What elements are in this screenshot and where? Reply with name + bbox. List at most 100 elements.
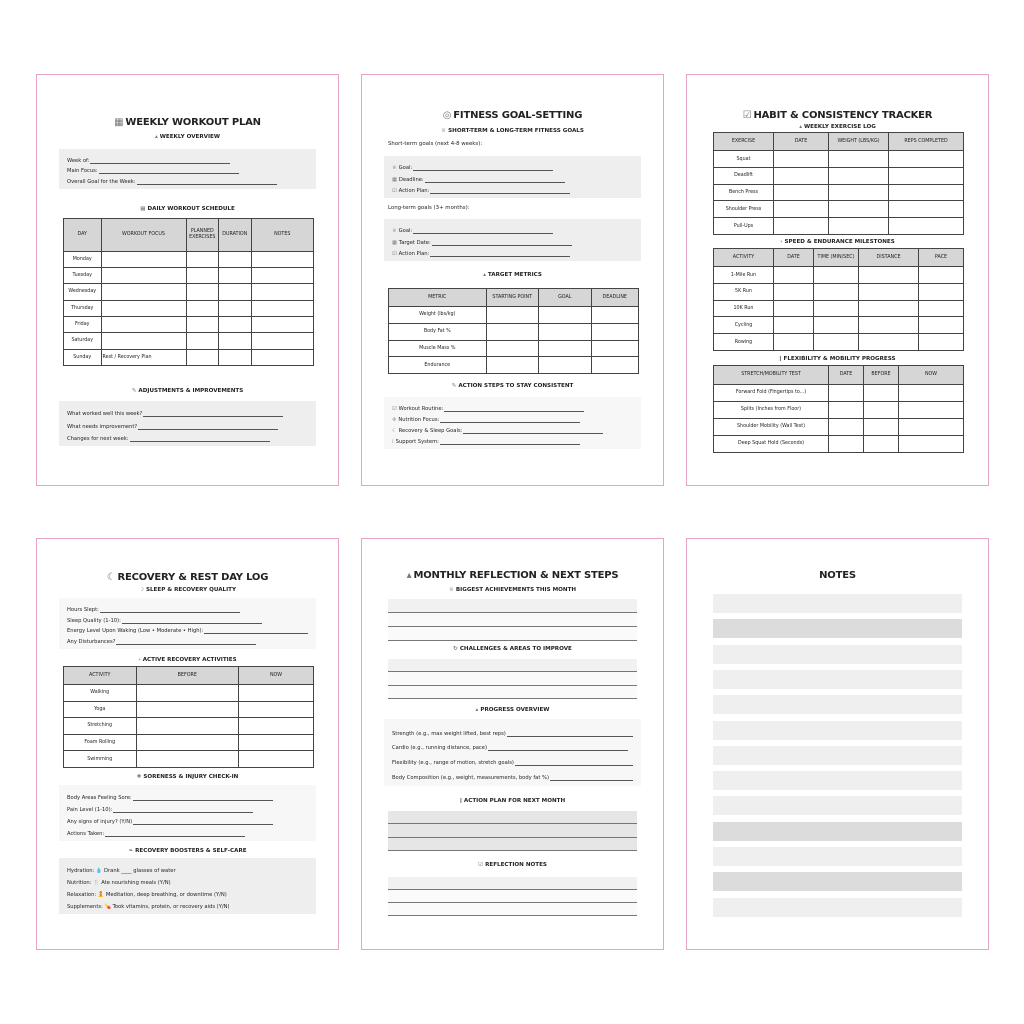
table-cell[interactable] (100, 315, 187, 334)
table-cell[interactable] (250, 250, 314, 268)
table-cell[interactable] (590, 306, 639, 324)
table-cell[interactable] (888, 166, 964, 185)
table-cell[interactable] (863, 434, 899, 454)
table-cell[interactable] (185, 283, 219, 301)
table-cell[interactable] (590, 339, 639, 358)
ruled-line[interactable] (388, 659, 637, 673)
table-cell[interactable] (218, 315, 252, 334)
field-input-line[interactable] (204, 628, 308, 635)
table-cell[interactable] (135, 683, 239, 702)
note-line[interactable] (713, 821, 962, 841)
table-cell[interactable] (773, 316, 814, 335)
table-cell[interactable] (888, 183, 964, 202)
table-cell[interactable] (918, 282, 964, 301)
table-cell[interactable] (185, 315, 219, 334)
writing-lines[interactable] (388, 811, 637, 851)
ruled-line[interactable] (388, 877, 637, 890)
table-cell[interactable] (828, 150, 889, 168)
table-cell[interactable] (538, 356, 592, 374)
ruled-line[interactable] (388, 627, 637, 641)
note-line[interactable] (713, 644, 962, 664)
table-cell[interactable] (898, 417, 964, 436)
table-cell[interactable] (135, 700, 239, 719)
field-input-line[interactable] (121, 618, 262, 624)
note-line[interactable] (713, 897, 962, 917)
field-input-line[interactable] (113, 807, 254, 813)
writing-lines[interactable] (388, 659, 637, 699)
table-cell[interactable] (250, 315, 314, 334)
table-cell[interactable] (238, 717, 314, 735)
table-cell[interactable] (813, 316, 859, 335)
table-cell[interactable] (813, 333, 859, 351)
table-cell[interactable] (773, 183, 829, 202)
table-cell[interactable] (238, 700, 314, 719)
field-input-line[interactable] (98, 168, 239, 175)
ruled-line[interactable] (388, 837, 637, 851)
table-cell[interactable] (813, 266, 859, 284)
table-cell[interactable] (185, 332, 219, 350)
table-cell[interactable] (888, 150, 964, 168)
table-cell[interactable] (828, 383, 864, 402)
table-cell[interactable] (218, 348, 252, 367)
field-input-line[interactable] (90, 158, 231, 164)
field-input-line[interactable] (143, 411, 284, 418)
ruled-line[interactable] (388, 599, 637, 613)
writing-lines[interactable] (388, 599, 637, 641)
note-line[interactable] (713, 695, 962, 715)
table-cell[interactable] (538, 306, 592, 324)
table-cell[interactable] (100, 299, 187, 317)
table-cell[interactable] (135, 733, 239, 752)
field-input-line[interactable] (138, 424, 279, 430)
ruled-line[interactable] (388, 903, 637, 916)
table-cell[interactable] (828, 166, 889, 185)
table-cell[interactable] (773, 200, 829, 219)
field-input-line[interactable] (439, 439, 580, 445)
table-cell[interactable] (218, 250, 252, 268)
note-line[interactable] (713, 771, 962, 791)
note-line[interactable] (713, 872, 962, 892)
table-cell[interactable] (238, 750, 314, 768)
table-cell[interactable] (828, 200, 889, 219)
table-cell[interactable] (888, 200, 964, 219)
table-cell[interactable] (250, 348, 314, 367)
table-cell[interactable] (773, 282, 814, 301)
field-input-line[interactable] (430, 251, 571, 257)
table-cell[interactable] (100, 266, 187, 285)
note-line[interactable] (713, 720, 962, 740)
ruled-line[interactable] (388, 824, 637, 838)
field-input-line[interactable] (514, 760, 633, 767)
field-input-line[interactable] (463, 428, 604, 434)
table-cell[interactable] (813, 299, 859, 318)
table-cell[interactable] (218, 299, 252, 317)
table-cell[interactable] (773, 217, 829, 235)
table-cell[interactable] (828, 400, 864, 419)
field-input-line[interactable] (431, 240, 572, 246)
table-cell[interactable] (863, 400, 899, 419)
field-input-line[interactable] (129, 436, 270, 442)
table-cell[interactable] (100, 283, 187, 301)
ruled-line[interactable] (388, 613, 637, 627)
table-cell[interactable] (218, 283, 252, 301)
field-input-line[interactable] (105, 831, 246, 837)
table-cell[interactable] (590, 322, 639, 341)
writing-lines[interactable] (388, 877, 637, 916)
ruled-line[interactable] (388, 672, 637, 686)
note-line[interactable] (713, 619, 962, 639)
table-cell[interactable] (898, 400, 964, 419)
table-cell[interactable] (590, 356, 639, 374)
field-input-line[interactable] (413, 165, 554, 172)
table-cell[interactable] (773, 299, 814, 318)
table-cell[interactable] (485, 356, 539, 374)
field-input-line[interactable] (440, 417, 581, 423)
table-cell[interactable] (863, 417, 899, 436)
table-cell[interactable] (238, 683, 314, 702)
table-cell[interactable] (250, 283, 314, 301)
table-cell[interactable] (918, 266, 964, 284)
table-cell[interactable] (918, 316, 964, 335)
table-cell[interactable] (898, 434, 964, 454)
field-input-line[interactable] (132, 795, 273, 801)
field-input-line[interactable] (413, 228, 554, 235)
table-cell[interactable] (100, 250, 187, 268)
table-cell[interactable] (858, 299, 919, 318)
field-input-line[interactable] (488, 745, 628, 752)
